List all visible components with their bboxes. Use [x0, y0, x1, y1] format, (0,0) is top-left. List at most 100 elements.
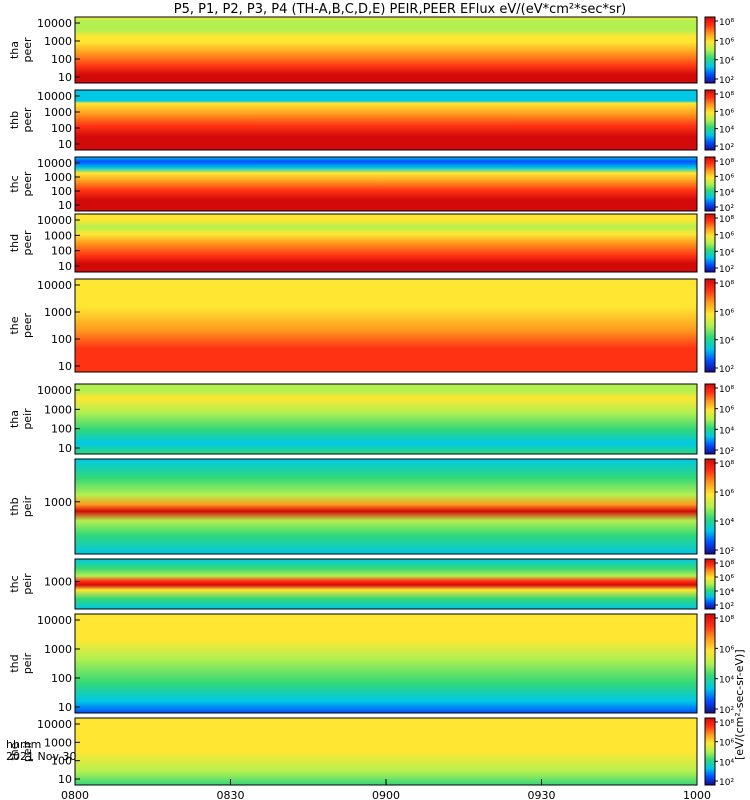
spectrogram-image — [75, 17, 697, 83]
panel-species-label: peer — [21, 107, 34, 133]
y-tick-label: 100 — [51, 672, 72, 685]
colorbar — [704, 558, 716, 610]
colorbar-tick-label: 10⁶ — [719, 37, 734, 47]
colorbar-tick-label: 10⁴ — [719, 588, 734, 598]
y-tick-label: 10000 — [37, 614, 72, 627]
colorbar-tick-label: 10⁸ — [719, 280, 734, 290]
chart-title: P5, P1, P2, P3, P4 (TH-A,B,C,D,E) PEIR,P… — [174, 2, 627, 17]
panel-thd-peer: 10 100 1000 10000 thd peer 10² 10⁴ 10⁶ 10⁸ — [8, 213, 734, 275]
y-tick-label: 10 — [58, 773, 72, 786]
date-label: 2021 Nov 30 — [6, 750, 76, 763]
colorbar-tick-label: 10⁸ — [719, 560, 734, 570]
y-tick-label: 1000 — [44, 736, 72, 749]
y-tick-label: 1000 — [44, 171, 72, 184]
y-tick-label: 100 — [51, 185, 72, 198]
y-tick-label: 1000 — [44, 35, 72, 48]
y-tick-label: 10 — [58, 71, 72, 84]
y-tick-label: 10000 — [37, 157, 72, 170]
colorbar-tick-label: 10⁴ — [719, 426, 734, 436]
panel-probe-label: thb — [8, 111, 21, 129]
colorbar-tick-label: 10⁴ — [719, 758, 734, 768]
y-tick-label: 10 — [58, 701, 72, 714]
panel-the-peer: 10 100 1000 10000 the peer 10² 10⁴ 10⁶ 10⁸ — [8, 278, 734, 375]
colorbar-tick-label: 10² — [719, 76, 734, 86]
panel-species-label: peir — [21, 408, 34, 430]
spectrogram-image — [75, 214, 697, 272]
x-tick-label: 0800 — [61, 789, 89, 800]
y-tick-label: 100 — [51, 245, 72, 258]
y-tick-label: 100 — [51, 53, 72, 66]
panel-probe-label: the — [8, 316, 21, 334]
colorbar — [704, 717, 716, 786]
panel-thb-peir: 1000 thb peir 10² 10⁴ 10⁶ 10⁸ — [8, 458, 734, 557]
panel-thc-peir: 1000 thc peir 10² 10⁴ 10⁶ 10⁸ — [8, 558, 734, 612]
panel-probe-label: tha — [8, 41, 21, 59]
y-tick-label: 1000 — [44, 496, 72, 509]
colorbar-tick-label: 10⁶ — [719, 489, 734, 499]
panel-frame — [74, 89, 698, 151]
y-tick-label: 100 — [51, 122, 72, 135]
colorbar-label: [eV/(cm²-sec-sr-eV)] — [733, 649, 746, 760]
colorbar-tick-label: 10⁴ — [719, 518, 734, 528]
spectrogram-image — [75, 459, 697, 554]
y-tick-label: 1000 — [44, 106, 72, 119]
colorbar-tick-label: 10² — [719, 547, 734, 557]
panel-species-label: peer — [21, 313, 34, 339]
panel-probe-label: thd — [8, 654, 21, 672]
panel-species-label: peir — [21, 652, 34, 674]
colorbar — [704, 213, 716, 273]
panel-frame — [74, 558, 698, 610]
colorbar — [704, 278, 716, 373]
panel-species-label: peer — [21, 171, 34, 197]
colorbar — [704, 156, 716, 212]
colorbar-tick-label: 10⁴ — [719, 57, 734, 67]
colorbar-tick-label: 10⁶ — [719, 739, 734, 749]
colorbar-tick-label: 10⁸ — [719, 615, 734, 625]
x-axis: 0800 0830 0900 0930 1000 — [61, 779, 711, 800]
y-tick-label: 1000 — [44, 576, 72, 589]
spectrogram-image — [75, 157, 697, 211]
panel-thb-peer: 10 100 1000 10000 thb peer 10² 10⁴ 10⁶ 10⁸ — [8, 89, 734, 153]
y-tick-label: 10000 — [37, 214, 72, 227]
spectrogram-image — [75, 614, 697, 713]
colorbar-tick-label: 10⁶ — [719, 308, 734, 318]
panel-probe-label: thc — [8, 575, 21, 592]
x-tick-label: 0830 — [217, 789, 245, 800]
y-tick-label: 100 — [51, 333, 72, 346]
y-tick-label: 10 — [58, 199, 72, 212]
y-tick-label: 100 — [51, 755, 72, 768]
colorbar-tick-label: 10⁸ — [719, 158, 734, 168]
colorbar-tick-label: 10⁶ — [719, 574, 734, 584]
colorbar-tick-label: 10⁴ — [719, 337, 734, 347]
y-tick-label: 10 — [58, 260, 72, 273]
y-tick-label: 10000 — [37, 718, 72, 731]
y-tick-label: 1000 — [44, 643, 72, 656]
y-tick-label: 10000 — [37, 279, 72, 292]
panel-frame — [74, 383, 698, 455]
x-tick-label: 1000 — [683, 789, 711, 800]
panel-thd-peir: 10 100 1000 10000 thd peir 10² 10⁴ 10⁶ 10⁸ — [8, 613, 734, 716]
colorbar-tick-label: 10² — [719, 778, 734, 788]
colorbar-tick-label: 10² — [719, 706, 734, 716]
panel-species-label: peir — [21, 495, 34, 517]
y-tick-label: 10 — [58, 138, 72, 151]
spectrogram-image — [75, 718, 697, 785]
x-axis-label: hhmm — [6, 738, 41, 751]
panel-frame — [74, 213, 698, 273]
panel-species-label: peer — [21, 37, 34, 63]
colorbar-tick-label: 10² — [719, 602, 734, 612]
colorbar-tick-label: 10⁸ — [719, 18, 734, 28]
y-tick-label: 1000 — [44, 306, 72, 319]
y-tick-label: 10000 — [37, 384, 72, 397]
x-tick-label: 0900 — [372, 789, 400, 800]
colorbar — [704, 16, 716, 84]
panel-frame — [74, 156, 698, 212]
colorbar-tick-label: 10⁸ — [719, 719, 734, 729]
colorbar-tick-label: 10² — [719, 365, 734, 375]
colorbar-tick-label: 10² — [719, 447, 734, 457]
colorbar-tick-label: 10⁶ — [719, 645, 734, 655]
panel-tha-peir: 10 100 1000 10000 tha peir 10² 10⁴ 10⁶ 10⁸ — [8, 383, 734, 457]
